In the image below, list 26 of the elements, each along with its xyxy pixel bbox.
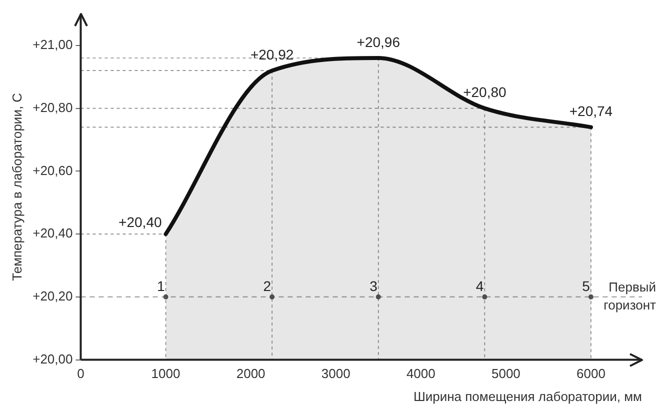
x-axis-title: Ширина помещения лаборатории, мм: [413, 388, 642, 404]
x-tick-label: 4000: [406, 366, 436, 382]
annotation: 3: [370, 278, 378, 294]
y-tick-label: +21,00: [32, 37, 73, 52]
y-tick-label: +20,40: [32, 226, 73, 241]
annotation: 4: [476, 278, 484, 294]
x-tick-label: 6000: [576, 366, 606, 382]
data-label: +20,74: [569, 103, 613, 120]
data-label: +20,96: [356, 34, 400, 50]
x-tick-label: 5000: [491, 366, 520, 382]
y-tick-label: +20,80: [32, 100, 73, 115]
data-label: +20,80: [463, 84, 506, 100]
x-tick-label: 0: [77, 366, 84, 382]
y-tick-label: +20,20: [32, 288, 73, 304]
annotation: 1: [156, 278, 165, 294]
ref-line-label: Первый горизонт: [604, 280, 656, 313]
annotation: 2: [263, 278, 272, 294]
x-tick-label: 1000: [151, 366, 180, 382]
x-tick-label: 3000: [321, 366, 350, 382]
data-label: +20,40: [118, 214, 162, 230]
data-label: +20,92: [250, 46, 294, 62]
x-tick-label: 2000: [236, 366, 266, 382]
annotation: 5: [582, 278, 590, 294]
y-tick-label: +20,00: [32, 351, 73, 366]
y-axis-title: Температура в лаборатории, С: [9, 92, 24, 281]
y-tick-label: +20,60: [32, 162, 73, 178]
